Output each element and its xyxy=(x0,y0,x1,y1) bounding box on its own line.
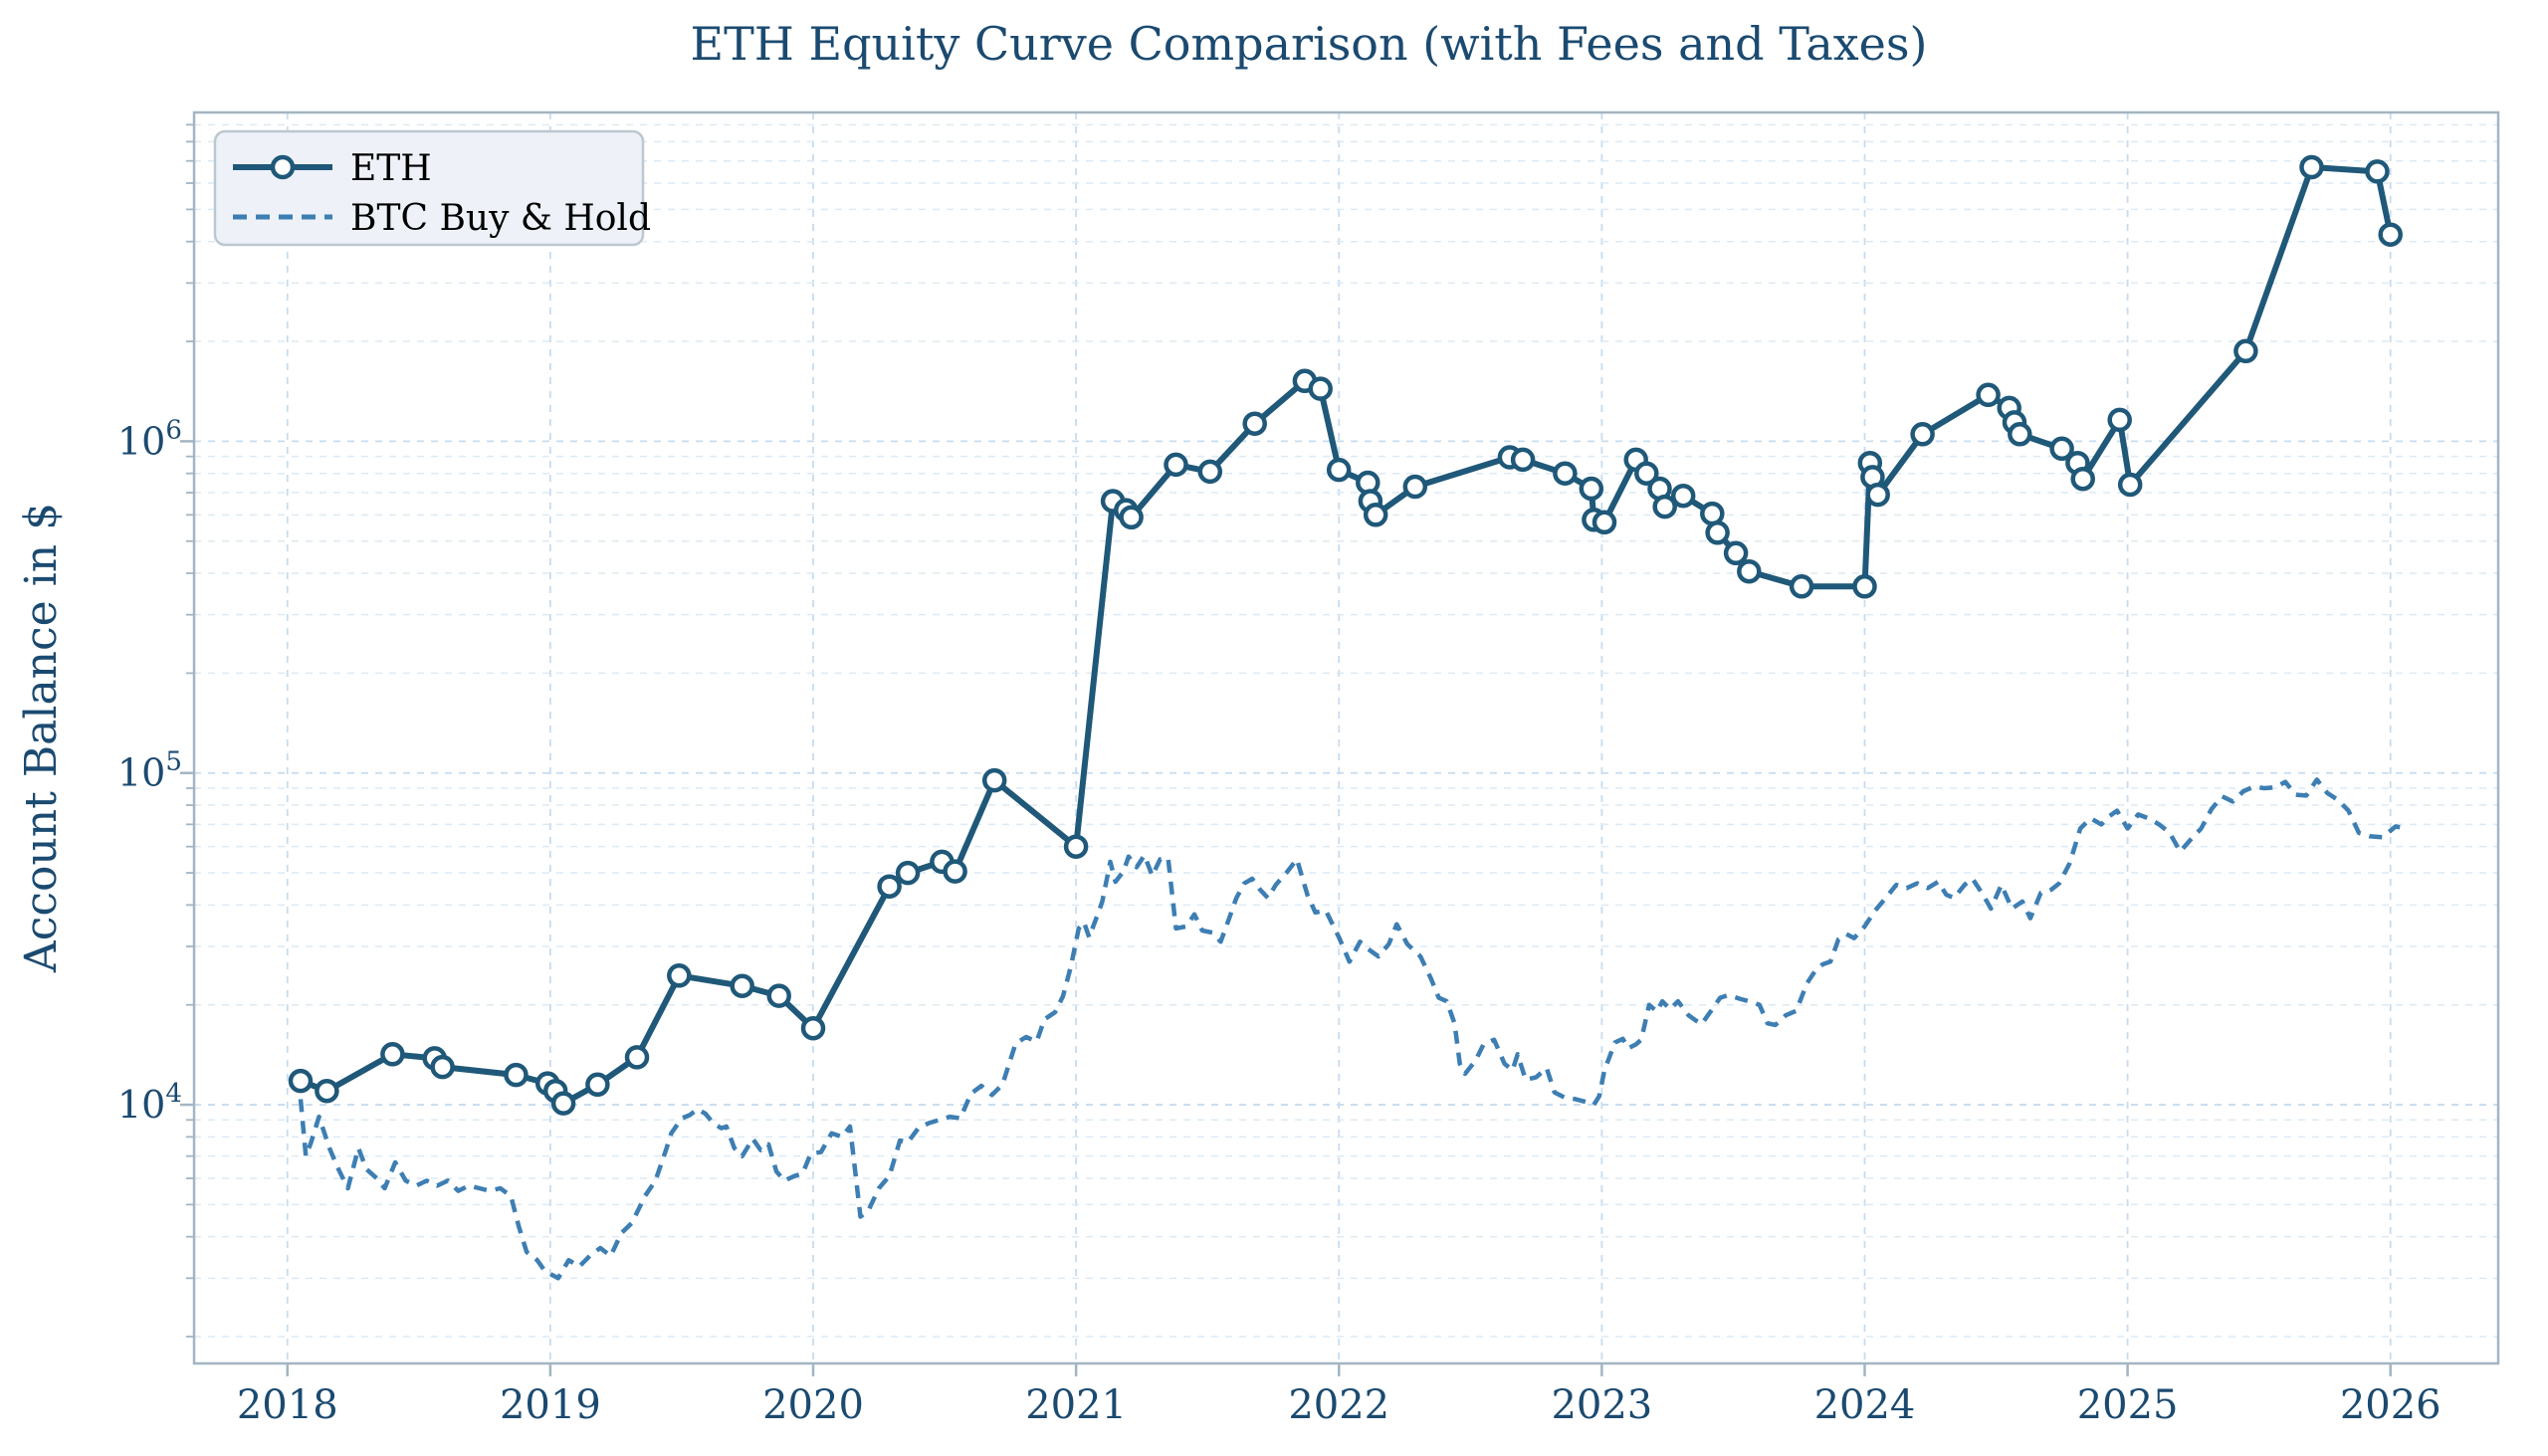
eth-data-marker xyxy=(2008,422,2032,447)
btc-legend-label: BTC Buy & Hold xyxy=(350,198,651,239)
eth-data-marker xyxy=(1634,461,1659,486)
gridlines xyxy=(194,112,2498,1363)
y-tick-label: 104 xyxy=(117,1079,182,1127)
eth-data-marker xyxy=(1063,834,1089,859)
plot-border xyxy=(192,110,2500,1365)
y-tick-label: 105 xyxy=(117,747,182,795)
eth-data-marker xyxy=(1705,520,1730,545)
eth-series-path xyxy=(298,164,2394,1107)
btc-series-path xyxy=(298,777,2408,1281)
x-tick-label: 2021 xyxy=(1025,1382,1127,1428)
eth-data-marker xyxy=(1363,503,1388,527)
eth-data-marker xyxy=(1119,505,1144,530)
eth-data-marker xyxy=(1976,382,2001,408)
eth-data-marker xyxy=(2070,466,2095,492)
eth-data-marker xyxy=(430,1054,455,1080)
eth-data-marker xyxy=(1553,461,1578,486)
eth-data-marker xyxy=(1164,452,1188,478)
eth-data-marker xyxy=(1700,501,1725,526)
eth-data-marker xyxy=(2365,159,2390,184)
eth-data-marker xyxy=(1789,574,1814,599)
eth-series-line xyxy=(288,154,2403,1116)
axis-ticks: 2018 2019 2020 2021 2022 2023 2024 2025 2026 104 1… xyxy=(117,123,2442,1428)
eth-data-marker xyxy=(943,859,967,884)
eth-data-marker xyxy=(2107,407,2132,433)
eth-data-marker xyxy=(380,1042,405,1067)
eth-data-marker xyxy=(2299,154,2324,180)
eth-data-marker xyxy=(315,1078,339,1104)
x-tick-label: 2025 xyxy=(2077,1382,2179,1428)
eth-data-marker xyxy=(1852,574,1877,599)
eth-data-marker xyxy=(730,973,754,998)
eth-data-marker xyxy=(981,767,1007,793)
x-tick-label: 2022 xyxy=(1288,1382,1389,1428)
eth-data-marker xyxy=(1723,540,1749,566)
eth-data-marker xyxy=(1670,483,1696,509)
x-tick-label: 2023 xyxy=(1551,1382,1652,1428)
eth-data-marker xyxy=(504,1062,529,1088)
legend: ETH BTC Buy & Hold xyxy=(213,129,651,247)
eth-data-marker xyxy=(1326,457,1352,483)
eth-legend-label: ETH xyxy=(350,148,432,189)
eth-data-marker xyxy=(877,874,902,899)
eth-data-marker xyxy=(1510,447,1536,473)
eth-data-marker xyxy=(2049,436,2074,462)
y-tick-label: 106 xyxy=(117,415,182,463)
x-tick-label: 2019 xyxy=(500,1382,601,1428)
eth-data-marker xyxy=(624,1045,650,1070)
eth-data-marker xyxy=(2117,472,2143,498)
eth-data-marker xyxy=(550,1091,576,1116)
eth-data-marker xyxy=(667,963,692,988)
x-tick-label: 2024 xyxy=(1814,1382,1916,1428)
eth-data-marker xyxy=(2378,222,2403,247)
eth-data-marker xyxy=(585,1072,610,1098)
eth-data-marker xyxy=(1737,558,1762,584)
eth-data-marker xyxy=(1308,376,1333,401)
x-tick-label: 2026 xyxy=(2340,1382,2442,1428)
eth-data-marker xyxy=(288,1068,314,1094)
eth-data-marker xyxy=(1652,494,1677,520)
eth-data-marker xyxy=(1197,459,1223,485)
eth-legend-marker-icon xyxy=(270,154,296,180)
eth-data-marker xyxy=(800,1015,826,1041)
eth-data-marker xyxy=(1910,422,1935,447)
eth-data-marker xyxy=(2233,338,2258,364)
legend-box xyxy=(213,129,645,247)
x-tick-label: 2020 xyxy=(762,1382,864,1428)
chart-title: ETH Equity Curve Comparison (with Fees a… xyxy=(691,17,1928,71)
eth-data-marker xyxy=(1865,482,1890,508)
eth-data-marker xyxy=(1592,510,1617,535)
eth-data-marker xyxy=(766,983,791,1008)
eth-data-marker xyxy=(895,860,921,886)
eth-data-marker xyxy=(1242,411,1267,436)
x-tick-label: 2018 xyxy=(237,1382,338,1428)
eth-data-marker xyxy=(1579,476,1604,502)
y-axis-label: Account Balance in $ xyxy=(16,503,67,973)
btc-series-line xyxy=(298,777,2408,1281)
eth-data-marker xyxy=(1402,474,1428,500)
